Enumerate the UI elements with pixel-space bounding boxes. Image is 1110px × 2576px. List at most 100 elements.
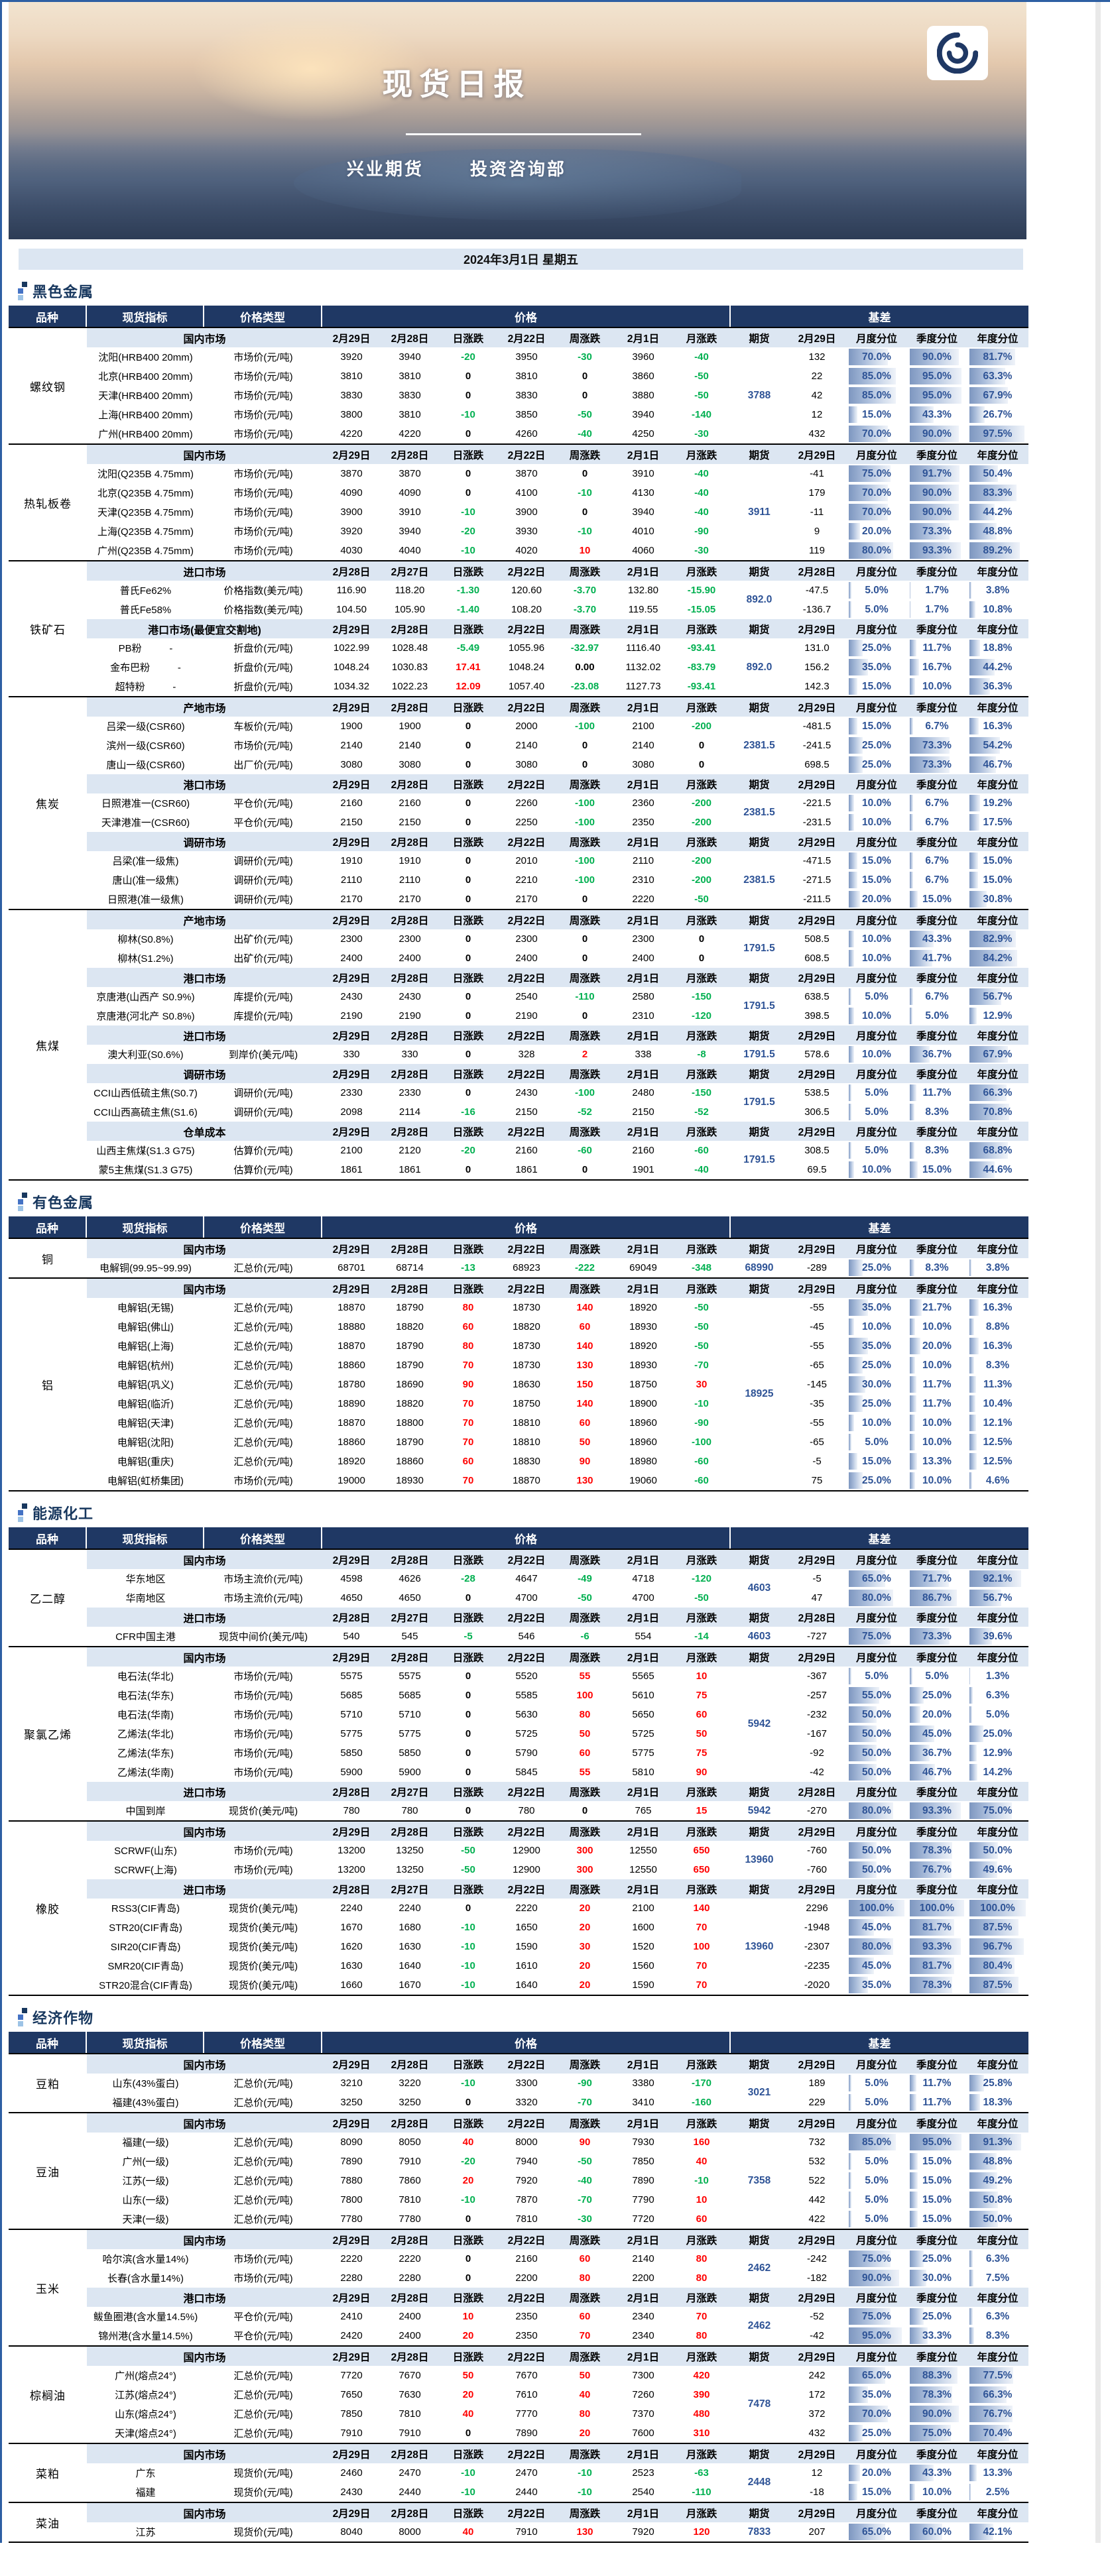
- price-cell: -222: [574, 1262, 595, 1273]
- market-col-2: 日涨跌: [452, 2235, 484, 2247]
- price-type-cell: 平仓价(元/吨): [233, 817, 293, 829]
- price-cell: 0: [465, 991, 471, 1002]
- banner-sun-glow: [192, 16, 431, 123]
- percentile-bar: [969, 2153, 997, 2170]
- price-cell: 80: [696, 2330, 708, 2341]
- market-col-11: 年度分位: [977, 1554, 1018, 1566]
- price-cell: -60: [578, 1145, 592, 1156]
- market-col-6: 月涨跌: [686, 2508, 717, 2520]
- price-cell: 3910: [632, 468, 654, 479]
- market-header-row: 调研市场 2月29日 2月28日 日涨跌 2月22日 周涨跌 2月1日 月涨跌 期货 2月29日月…: [87, 1064, 1028, 1083]
- percentile-bar: [849, 2211, 852, 2227]
- percentile-bar: [849, 1726, 877, 1742]
- percentile-cell: 5.0%: [849, 1084, 904, 1101]
- percentile-value: 33.3%: [922, 2329, 952, 2341]
- market-header-row: 进口市场 2月28日 2月27日 日涨跌 2月22日 周涨跌 2月1日 月涨跌 期货 2月28日月…: [87, 561, 1028, 581]
- price-cell: 2260: [515, 797, 538, 809]
- market-col-8: 2月29日: [798, 779, 836, 791]
- market-col-7: 期货: [749, 1283, 770, 1295]
- percentile-bar: [969, 1628, 992, 1645]
- percentile-cell: 25.0%: [849, 1395, 904, 1412]
- market-col-5: 2月1日: [627, 915, 660, 927]
- market-col-2: 日涨跌: [452, 837, 484, 849]
- percentile-bar: [969, 601, 976, 618]
- indicator-cell: 电解铜(99.95~99.99): [99, 1263, 192, 1274]
- price-cell: 3870: [399, 468, 421, 479]
- market-col-10: 季度分位: [916, 2449, 957, 2461]
- indicator-cell: 唐山一级(CSR60): [106, 760, 185, 771]
- market-col-0: 2月29日: [332, 2449, 371, 2461]
- percentile-bar: [969, 1919, 1019, 1936]
- market-col-1: 2月28日: [391, 333, 429, 345]
- table-header-cell-2: 价格类型: [204, 1216, 322, 1238]
- price-cell: 5685: [399, 1690, 421, 1701]
- price-cell: 18730: [513, 1302, 540, 1313]
- market-col-4: 周涨跌: [569, 972, 601, 984]
- percentile-cell: 25.0%: [910, 2251, 964, 2267]
- percentile-value: 5.0%: [865, 1436, 889, 1448]
- percentile-cell: 100.0%: [910, 1900, 964, 1916]
- table-header-cell-3: 价格: [322, 2032, 731, 2053]
- price-cell: 0: [465, 1805, 471, 1816]
- percentile-cell: 5.0%: [849, 601, 904, 618]
- percentile-bar: [849, 1259, 863, 1276]
- percentile-value: 92.1%: [983, 1572, 1013, 1584]
- price-cell: 7260: [632, 2389, 654, 2400]
- table-row: 普氏Fe62% 价格指数(美元/吨) 116.90 118.20 -1.30 120.60…: [87, 581, 1028, 605]
- price-cell: 12900: [513, 1845, 540, 1856]
- price-cell: 480: [693, 2408, 710, 2420]
- percentile-cell: 71.7%: [910, 1570, 964, 1587]
- percentile-bar: [910, 1628, 950, 1645]
- market-col-7: 期货: [749, 2059, 770, 2071]
- table-header-row: 品种 现货指标 价格类型 价格 基差: [9, 306, 1028, 327]
- market-col-3: 2月22日: [507, 972, 546, 984]
- percentile-bar: [910, 1299, 922, 1316]
- square-icon: [18, 2021, 23, 2026]
- price-cell: 3900: [340, 506, 363, 518]
- market-col-3: 2月22日: [507, 2292, 546, 2304]
- market-col-9: 月度分位: [855, 2508, 897, 2520]
- market-col-9: 月度分位: [855, 1884, 897, 1896]
- price-cell: 7810: [515, 2213, 538, 2225]
- indicator-cell: 电解铝(天津): [117, 1418, 174, 1429]
- market-header-row: 港口市场 2月29日 2月28日 日涨跌 2月22日 周涨跌 2月1日 月涨跌 期货 2月29日月…: [87, 774, 1028, 793]
- price-cell: 5850: [340, 1747, 363, 1759]
- percentile-bar: [849, 485, 888, 501]
- percentile-bar: [910, 1861, 952, 1878]
- price-cell: 40: [579, 2389, 591, 2400]
- percentile-value: 10.0%: [922, 1359, 952, 1371]
- market-col-1: 2月28日: [391, 837, 429, 849]
- percentile-bar: [910, 542, 961, 559]
- percentile-value: 5.0%: [865, 584, 889, 596]
- price-cell: 2160: [632, 1145, 654, 1156]
- percentile-value: 20.0%: [922, 1340, 952, 1352]
- percentile-cell: 87.5%: [969, 1919, 1026, 1936]
- percentile-bar: [849, 852, 857, 869]
- price-cell: -83.79: [687, 662, 716, 673]
- table-row: SIR20(CIF青岛) 现货价(美元/吨) 1620 1630 -10 1590 30 15…: [87, 1937, 1028, 1956]
- percentile-value: 25.0%: [862, 758, 891, 770]
- percentile-bar: [910, 1570, 949, 1587]
- percentile-cell: 1.7%: [910, 582, 964, 599]
- market-label: 进口市场: [183, 1613, 226, 1625]
- futures-cell: 4603: [731, 1627, 788, 1646]
- basis-cell: 638.5: [804, 991, 830, 1002]
- market-col-0: 2月29日: [332, 1826, 371, 1838]
- market-col-4: 周涨跌: [569, 1554, 601, 1566]
- price-cell: -23.08: [570, 681, 599, 692]
- percentile-cell: 65.0%: [849, 1570, 904, 1587]
- percentile-value: 8.3%: [925, 1144, 949, 1156]
- percentile-cell: 81.7%: [910, 1919, 964, 1936]
- price-type-cell: 市场价(元/吨): [233, 352, 293, 363]
- percentile-value: 85.0%: [862, 389, 891, 401]
- futures-cell: 2462: [731, 2307, 788, 2331]
- price-cell: 3800: [340, 409, 363, 420]
- futures-cell: 3911: [731, 502, 788, 522]
- indicator-cell: STR20(CIF青岛): [109, 1922, 182, 1934]
- percentile-cell: 8.8%: [969, 1318, 1026, 1335]
- sections-container: 黑色金属 品种 现货指标 价格类型 价格 基差 螺纹钢 国内市场 2月29日 2月28日 日涨跌 2月…: [9, 280, 1028, 2543]
- price-type-cell: 出矿价(元/吨): [233, 934, 293, 945]
- price-type-cell: 调研价(元/吨): [233, 856, 293, 867]
- percentile-cell: 85.0%: [849, 2134, 904, 2150]
- price-cell: 0: [465, 1709, 471, 1720]
